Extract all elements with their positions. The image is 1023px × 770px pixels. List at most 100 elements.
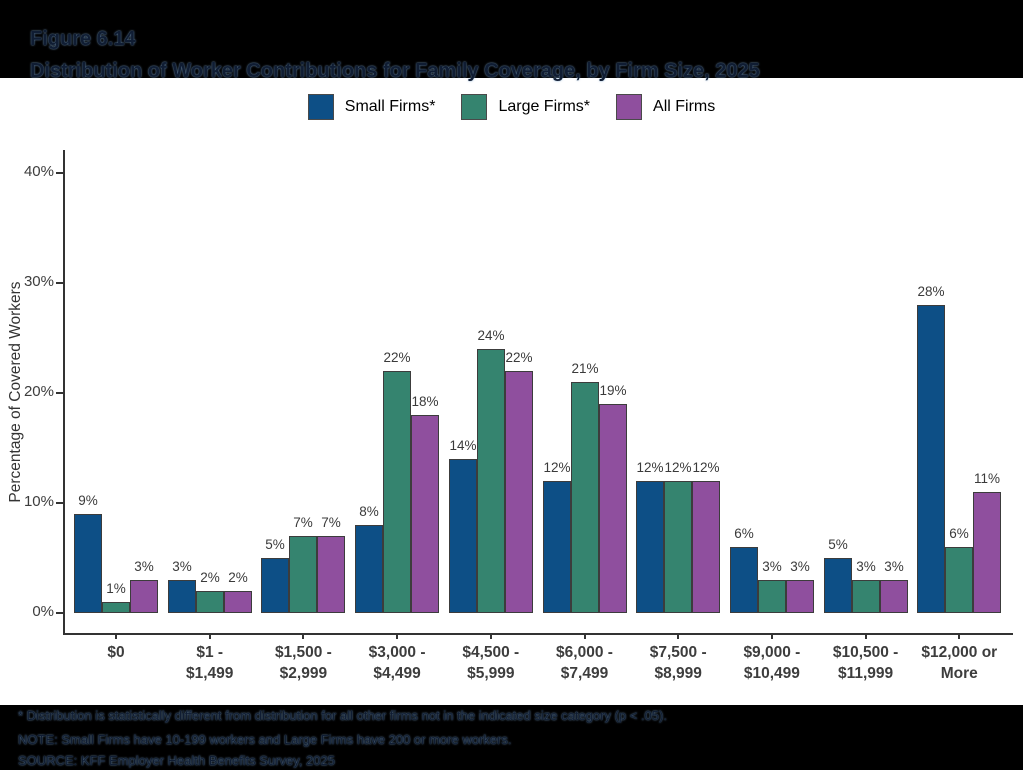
legend-label: All Firms [653, 98, 716, 115]
x-tick-mark [583, 633, 586, 639]
legend-item: All Firms [616, 94, 715, 120]
x-tick-mark [396, 633, 399, 639]
bar [730, 547, 758, 613]
bar [505, 371, 533, 613]
header-band [0, 0, 1023, 78]
bar-value-label: 6% [734, 526, 754, 541]
y-tick-label: 0% [32, 603, 54, 620]
x-tick-label: $7,500 - $8,999 [649, 644, 707, 682]
bar [543, 481, 571, 613]
x-tick-label: $12,000 or More [921, 644, 998, 682]
figure-number: Figure 6.14 [30, 28, 136, 50]
legend-label: Small Firms* [344, 98, 436, 115]
bar-value-label: 7% [293, 515, 313, 530]
bar [383, 371, 411, 613]
bar [196, 591, 224, 613]
bar-value-label: 3% [172, 559, 192, 574]
y-tick-label: 10% [23, 493, 54, 510]
y-tick-mark [56, 282, 64, 284]
bar [852, 580, 880, 613]
x-tick-mark [302, 633, 305, 639]
x-tick-label: $6,000 - $7,499 [556, 644, 613, 682]
bar [261, 558, 289, 613]
bar-value-label: 3% [762, 559, 782, 574]
x-tick-mark [864, 633, 867, 639]
x-tick-mark [677, 633, 680, 639]
bar [74, 514, 102, 613]
y-tick-label: 40% [23, 163, 54, 180]
bar [130, 580, 158, 613]
footnote-source: SOURCE: KFF Employer Health Benefits Sur… [18, 753, 335, 768]
bar [664, 481, 692, 613]
bar [289, 536, 317, 613]
bar-value-label: 5% [828, 537, 848, 552]
bar [571, 382, 599, 613]
bar-value-label: 22% [383, 350, 411, 365]
x-tick-mark [208, 633, 211, 639]
legend-swatch-icon [307, 94, 334, 120]
bar-value-label: 19% [599, 383, 627, 398]
x-tick-mark [958, 633, 961, 639]
bar [758, 580, 786, 613]
y-axis-line [63, 150, 65, 635]
bar-value-label: 2% [200, 570, 220, 585]
x-tick-mark [115, 633, 117, 639]
bar-value-label: 12% [543, 460, 571, 475]
bar-value-label: 3% [884, 559, 904, 574]
bar [599, 404, 627, 613]
x-tick-label: $1,500 - $2,999 [274, 644, 332, 682]
bar-value-label: 21% [571, 361, 599, 376]
legend-label: Large Firms* [498, 98, 591, 115]
bar [786, 580, 814, 613]
x-tick-label: $1 - $1,499 [185, 644, 234, 682]
bar-value-label: 2% [228, 570, 248, 585]
footnote-band [0, 705, 1023, 770]
bar-value-label: 24% [477, 328, 505, 343]
footnote-significance: * Distribution is statistically differen… [18, 708, 667, 723]
bar [224, 591, 252, 613]
bar-value-label: 1% [106, 581, 126, 596]
bar [411, 415, 439, 613]
x-tick-label: $9,000 - $10,499 [743, 644, 801, 682]
x-tick-label: $4,500 - $5,999 [462, 644, 520, 682]
bar [973, 492, 1001, 613]
footnote-note: NOTE: Small Firms have 10-199 workers an… [18, 732, 512, 747]
legend-swatch-icon [461, 94, 488, 120]
y-tick-mark [56, 502, 64, 504]
bar [692, 481, 720, 613]
x-tick-mark [770, 633, 773, 639]
bar [102, 602, 130, 613]
bar-value-label: 3% [790, 559, 810, 574]
bar-value-label: 22% [505, 350, 533, 365]
x-tick-label: $0 [107, 644, 125, 661]
y-tick-mark [56, 392, 64, 394]
legend-swatch-icon [616, 94, 643, 120]
y-tick-label: 20% [23, 383, 54, 400]
bar [168, 580, 196, 613]
bar-value-label: 8% [359, 504, 379, 519]
legend: Small Firms* Large Firms* All Firms [0, 94, 1023, 120]
bar-value-label: 3% [134, 559, 154, 574]
x-tick-label: $10,500 - $11,999 [832, 644, 899, 682]
bar-value-label: 14% [449, 438, 477, 453]
bar [945, 547, 973, 613]
bar-value-label: 12% [636, 460, 664, 475]
x-tick-label: $3,000 - $4,499 [368, 644, 426, 682]
bar [477, 349, 505, 613]
legend-item: Small Firms* [307, 94, 436, 120]
bar [824, 558, 852, 613]
bar [636, 481, 664, 613]
bar [317, 536, 345, 613]
bar-value-label: 9% [78, 493, 98, 508]
bar-value-label: 28% [917, 284, 945, 299]
legend-item: Large Firms* [461, 94, 590, 120]
x-tick-mark [489, 633, 492, 639]
x-axis-line [63, 633, 1013, 635]
chart-title: Distribution of Worker Contributions for… [30, 60, 760, 82]
bar [449, 459, 477, 613]
bar-value-label: 6% [949, 526, 969, 541]
bar [917, 305, 945, 613]
bar-value-label: 12% [692, 460, 720, 475]
y-tick-mark [56, 172, 64, 174]
